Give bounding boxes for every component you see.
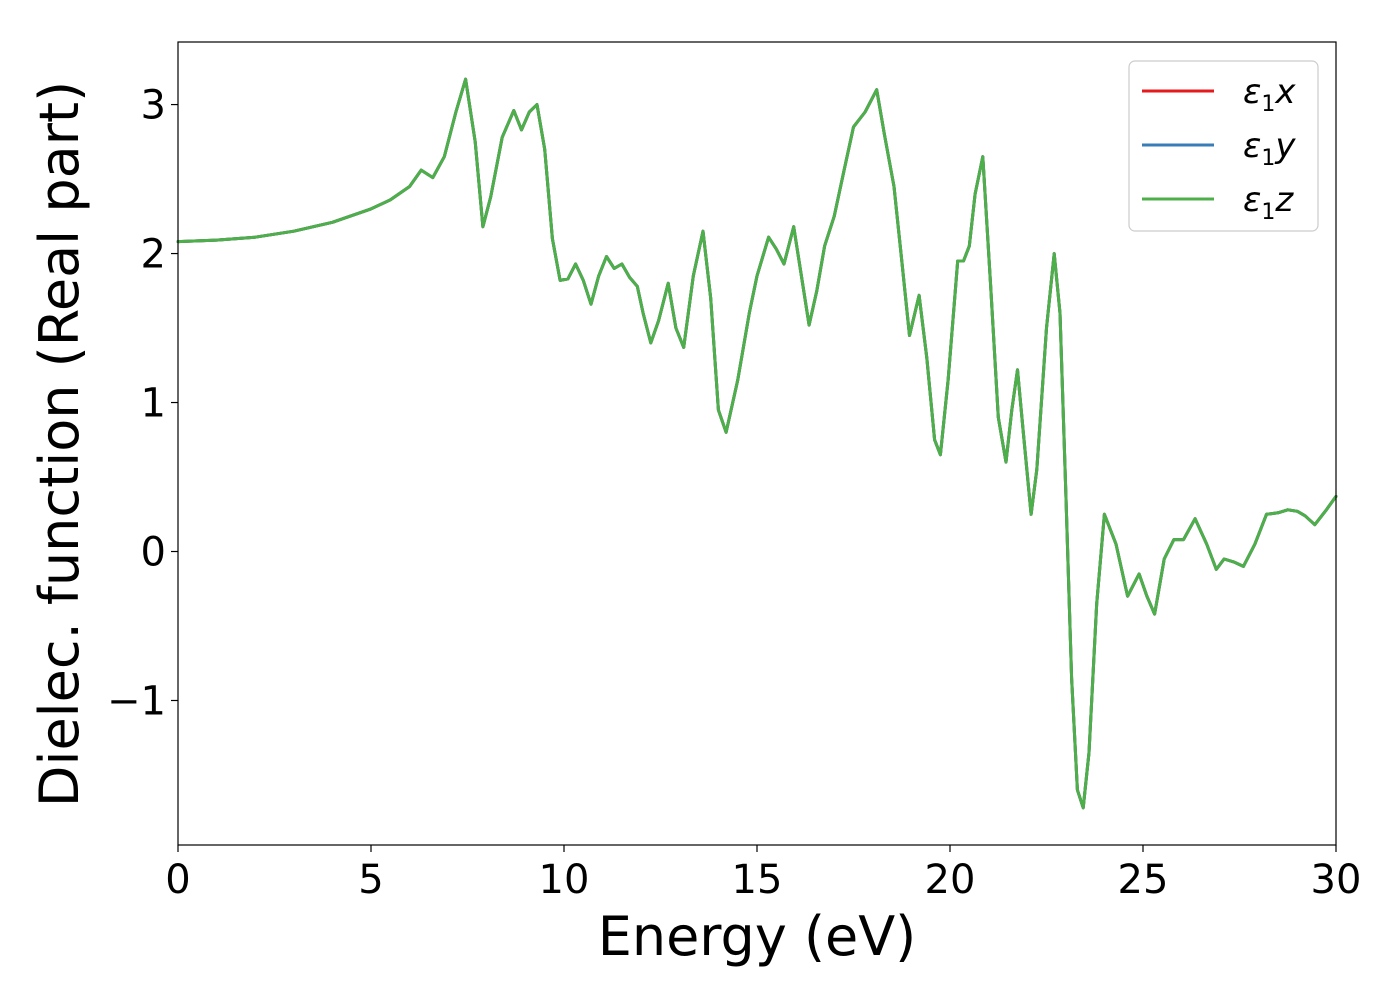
- legend-label-0: ε1x: [1243, 72, 1296, 117]
- y-axis-ticks: −1 0 1 2 3: [107, 83, 178, 724]
- y-tick-label: 3: [141, 83, 166, 129]
- x-tick-label: 30: [1311, 857, 1362, 903]
- legend-label-1: ε1y: [1243, 126, 1296, 171]
- y-tick-label: 2: [141, 232, 166, 278]
- x-tick-label: 0: [165, 857, 190, 903]
- y-tick-label: −1: [107, 678, 166, 724]
- x-tick-label: 10: [539, 857, 590, 903]
- y-axis-label: Dielec. function (Real part): [28, 81, 91, 807]
- legend: ε1x ε1y ε1z: [1128, 60, 1319, 232]
- y-tick-label: 1: [141, 381, 166, 427]
- y-tick-label: 0: [141, 530, 166, 576]
- x-axis-ticks: 0 5 10 15 20 25 30: [165, 845, 1361, 903]
- series-line-2: [176, 77, 1338, 810]
- legend-box: [1128, 60, 1319, 232]
- legend-label-2: ε1z: [1243, 180, 1294, 225]
- x-tick-label: 25: [1118, 857, 1169, 903]
- x-tick-label: 5: [358, 857, 383, 903]
- x-axis-label: Energy (eV): [598, 905, 917, 968]
- x-tick-label: 20: [925, 857, 976, 903]
- x-tick-label: 15: [732, 857, 783, 903]
- series-layer: [176, 77, 1338, 810]
